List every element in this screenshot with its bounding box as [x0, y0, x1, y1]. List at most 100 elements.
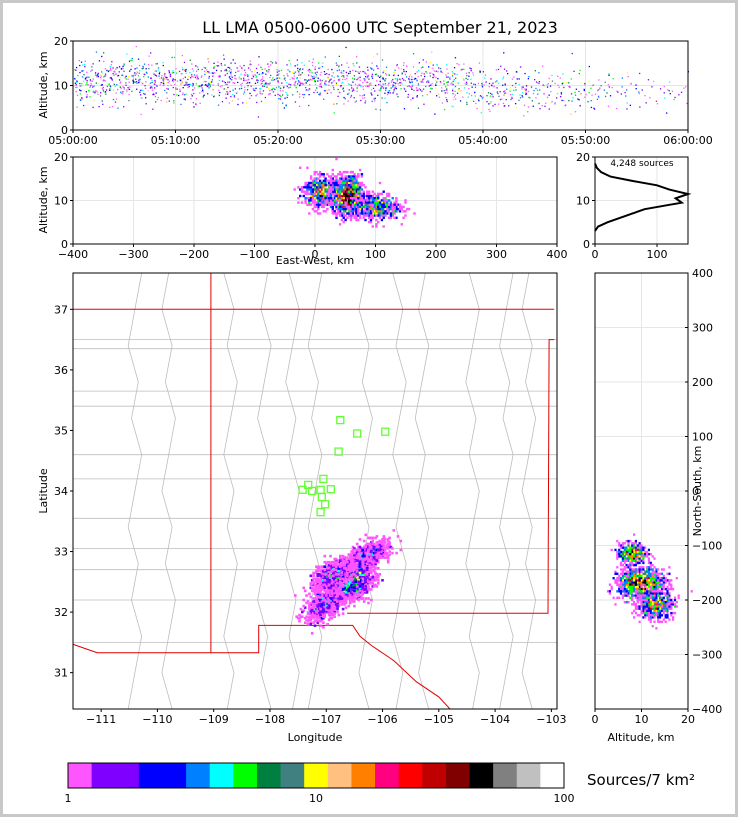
- time-height-point: [420, 67, 422, 69]
- plan-view-cell: [346, 583, 349, 587]
- time-height-point: [365, 85, 367, 87]
- plan-view-cell: [313, 612, 317, 615]
- east-west-cell: [348, 199, 351, 202]
- north-south-cell: [638, 585, 641, 589]
- east-west-cell: [335, 157, 338, 161]
- time-height-point: [387, 92, 390, 94]
- plan-view-cell: [364, 547, 367, 550]
- time-height-point: [538, 81, 541, 83]
- time-height-point: [207, 58, 209, 60]
- time-height-point: [260, 88, 262, 90]
- time-height-point: [155, 74, 157, 77]
- time-height-point: [393, 74, 395, 76]
- east-west-cell: [344, 210, 347, 213]
- time-height-point: [243, 64, 245, 67]
- time-height-point: [451, 105, 453, 107]
- plan-view-cell: [370, 550, 373, 553]
- time-height-point: [372, 87, 375, 89]
- plan-view-cell: [343, 563, 346, 567]
- plan-view-cell: [326, 604, 329, 608]
- time-height-point: [83, 80, 85, 83]
- east-west-cell: [382, 203, 385, 206]
- plan-view-cell: [355, 553, 359, 556]
- east-west-cell: [300, 188, 304, 191]
- plan-view-cell: [337, 603, 341, 606]
- time-height-point: [233, 82, 236, 84]
- plan-view-cell: [374, 566, 377, 570]
- time-height-point: [157, 69, 159, 71]
- north-south-cell: [634, 570, 637, 573]
- time-height-point: [232, 59, 234, 61]
- time-height-point: [307, 74, 310, 76]
- east-west-cell: [342, 220, 345, 224]
- time-height-point: [452, 90, 454, 92]
- plan-view-cell: [388, 550, 391, 553]
- time-height-point: [118, 71, 120, 73]
- plan-view-cell: [325, 597, 328, 600]
- east-west-cell: [395, 197, 398, 200]
- time-height-point: [367, 81, 369, 83]
- time-height-point: [207, 85, 209, 87]
- east-west-cell: [322, 210, 325, 213]
- time-height-point: [85, 83, 87, 86]
- plan-view-cell: [346, 566, 349, 570]
- plan-view-cell: [355, 597, 359, 600]
- time-height-point: [219, 75, 221, 77]
- plan-view-cell: [367, 554, 370, 558]
- time-height-point: [425, 85, 427, 88]
- east-west-cell: [384, 205, 387, 209]
- plan-view-cell: [339, 554, 342, 558]
- plan-view-cell: [348, 592, 352, 596]
- north-south-cell: [623, 566, 626, 569]
- plan-view-cell: [358, 591, 362, 594]
- east-west-cell: [371, 225, 374, 228]
- time-height-point: [235, 92, 238, 94]
- north-south-cell: [627, 550, 630, 554]
- plan-view-x-tick-label: −106: [367, 713, 397, 726]
- plan-view-cell: [315, 607, 318, 611]
- time-height-point: [470, 70, 473, 72]
- north-south-cell: [646, 570, 649, 573]
- time-height-point: [435, 76, 437, 79]
- east-west-cell: [375, 218, 378, 222]
- time-height-point: [232, 82, 234, 84]
- time-height-point: [261, 68, 263, 70]
- time-height-point: [532, 92, 535, 95]
- time-height-point: [373, 98, 375, 100]
- time-height-point: [430, 67, 432, 69]
- plan-view-cell: [361, 580, 365, 584]
- plan-view-cell: [350, 597, 353, 600]
- time-height-point: [433, 75, 435, 77]
- plan-view-cell: [340, 603, 343, 606]
- time-height-point: [620, 93, 622, 95]
- time-height-point: [168, 100, 170, 102]
- east-west-cell: [338, 181, 342, 185]
- time-height-point: [176, 94, 178, 96]
- time-height-point: [256, 79, 258, 81]
- east-west-cell: [329, 190, 333, 193]
- time-height-point: [367, 76, 369, 78]
- time-height-point: [175, 87, 177, 89]
- north-south-cell: [636, 574, 639, 578]
- plan-view-cell: [371, 554, 374, 558]
- plan-view-cell: [316, 603, 320, 606]
- north-south-cell: [644, 555, 647, 558]
- time-height-point: [242, 102, 244, 104]
- plan-view-cell: [371, 563, 374, 567]
- time-height-point: [440, 81, 442, 83]
- east-west-cell: [342, 184, 345, 187]
- plan-view-cell: [378, 547, 381, 550]
- north-south-cell: [634, 577, 637, 580]
- time-height-point: [145, 68, 147, 70]
- east-west-cell: [313, 205, 316, 209]
- east-west-cell: [368, 199, 371, 202]
- time-height-point: [319, 74, 321, 76]
- east-west-cell: [337, 205, 340, 209]
- east-west-cell: [322, 175, 325, 178]
- plan-view-cell: [364, 580, 367, 584]
- time-height-point: [90, 70, 92, 72]
- east-west-cell: [308, 192, 311, 196]
- plan-view-cell: [365, 545, 369, 549]
- east-west-cell: [326, 179, 329, 182]
- time-height-point: [511, 78, 514, 80]
